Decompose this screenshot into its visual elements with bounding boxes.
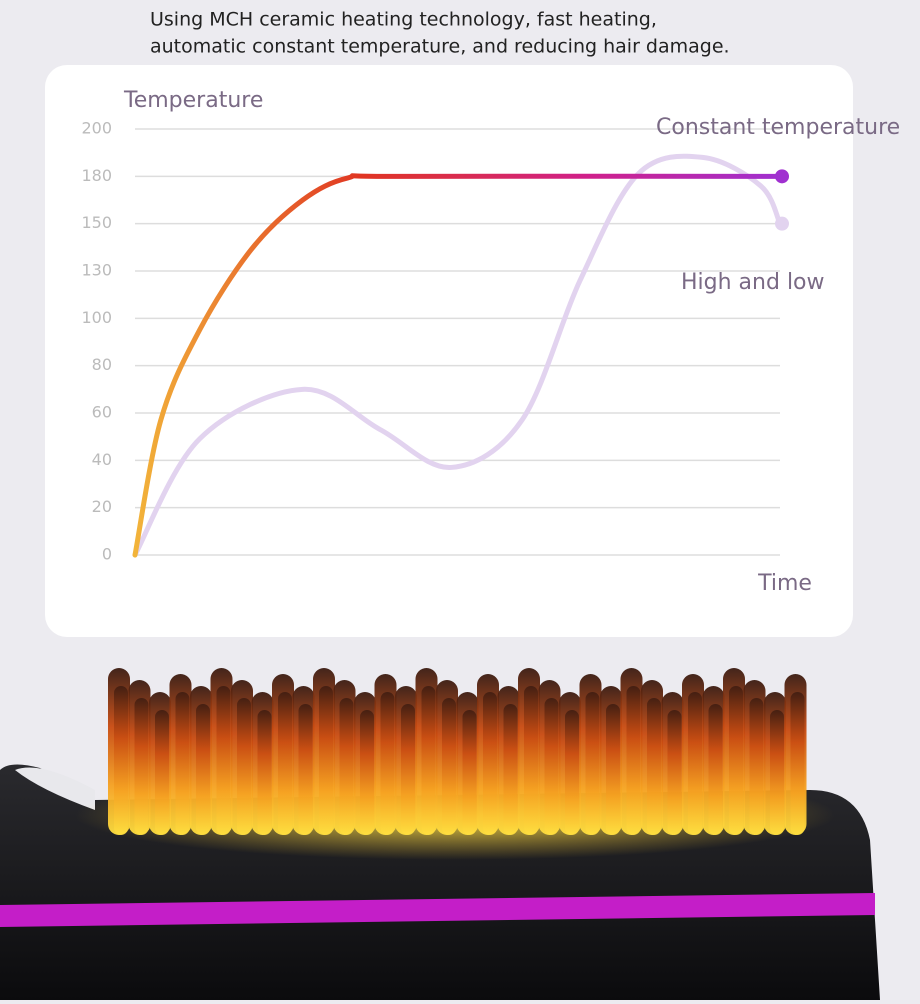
y-tick-label: 20 (92, 497, 112, 516)
y-tick-label: 100 (81, 308, 112, 327)
bristle (565, 710, 579, 835)
bristle (585, 692, 600, 835)
end-point (775, 216, 789, 231)
bristle (708, 704, 723, 835)
bristle (237, 698, 251, 835)
bristle (790, 692, 805, 835)
end-point (775, 169, 789, 184)
bristle (196, 704, 210, 835)
bristle (688, 692, 702, 835)
y-tick-label: 80 (92, 355, 112, 374)
bristle (298, 704, 313, 835)
bristle (421, 686, 436, 835)
y-tick-label: 150 (81, 213, 112, 232)
bristle (729, 686, 743, 835)
y-tick-label: 60 (92, 403, 112, 422)
chart-card (45, 65, 853, 637)
bristle (257, 710, 272, 835)
y-tick-label: 40 (92, 450, 112, 469)
bristle (544, 698, 559, 835)
y-tick-label: 180 (81, 166, 112, 185)
bristle (503, 704, 518, 835)
bristle (667, 710, 682, 835)
bristle (401, 704, 415, 835)
brush-highlight (15, 767, 95, 810)
bristle (319, 686, 333, 835)
bristle (770, 710, 784, 835)
bristle (524, 686, 538, 835)
bristle (483, 692, 497, 835)
header-line: Using MCH ceramic heating technology, fa… (150, 9, 657, 31)
bristle (175, 692, 190, 835)
y-tick-label: 130 (81, 261, 112, 280)
bristle (606, 704, 620, 835)
series-label: High and low (681, 270, 825, 295)
bristle (380, 692, 395, 835)
x-axis-label: Time (757, 571, 812, 596)
series-line (132, 153, 783, 558)
brush-stripe (0, 893, 875, 927)
bristle (114, 686, 128, 835)
bristle (749, 698, 764, 835)
header-line: automatic constant temperature, and redu… (150, 36, 730, 58)
y-tick-label: 200 (81, 119, 112, 138)
bristle (216, 686, 231, 835)
series-line (132, 173, 783, 558)
series-label: Constant temperature (656, 115, 900, 140)
bristle (626, 686, 641, 835)
y-axis-label: Temperature (123, 88, 263, 113)
bristle (134, 698, 149, 835)
bristle (360, 710, 374, 835)
bristle (155, 710, 169, 835)
bristle (442, 698, 456, 835)
product-image (0, 668, 880, 1000)
bristle (278, 692, 292, 835)
bristle (647, 698, 661, 835)
bristle (462, 710, 477, 835)
bristle (339, 698, 354, 835)
y-tick-label: 0 (102, 545, 112, 564)
